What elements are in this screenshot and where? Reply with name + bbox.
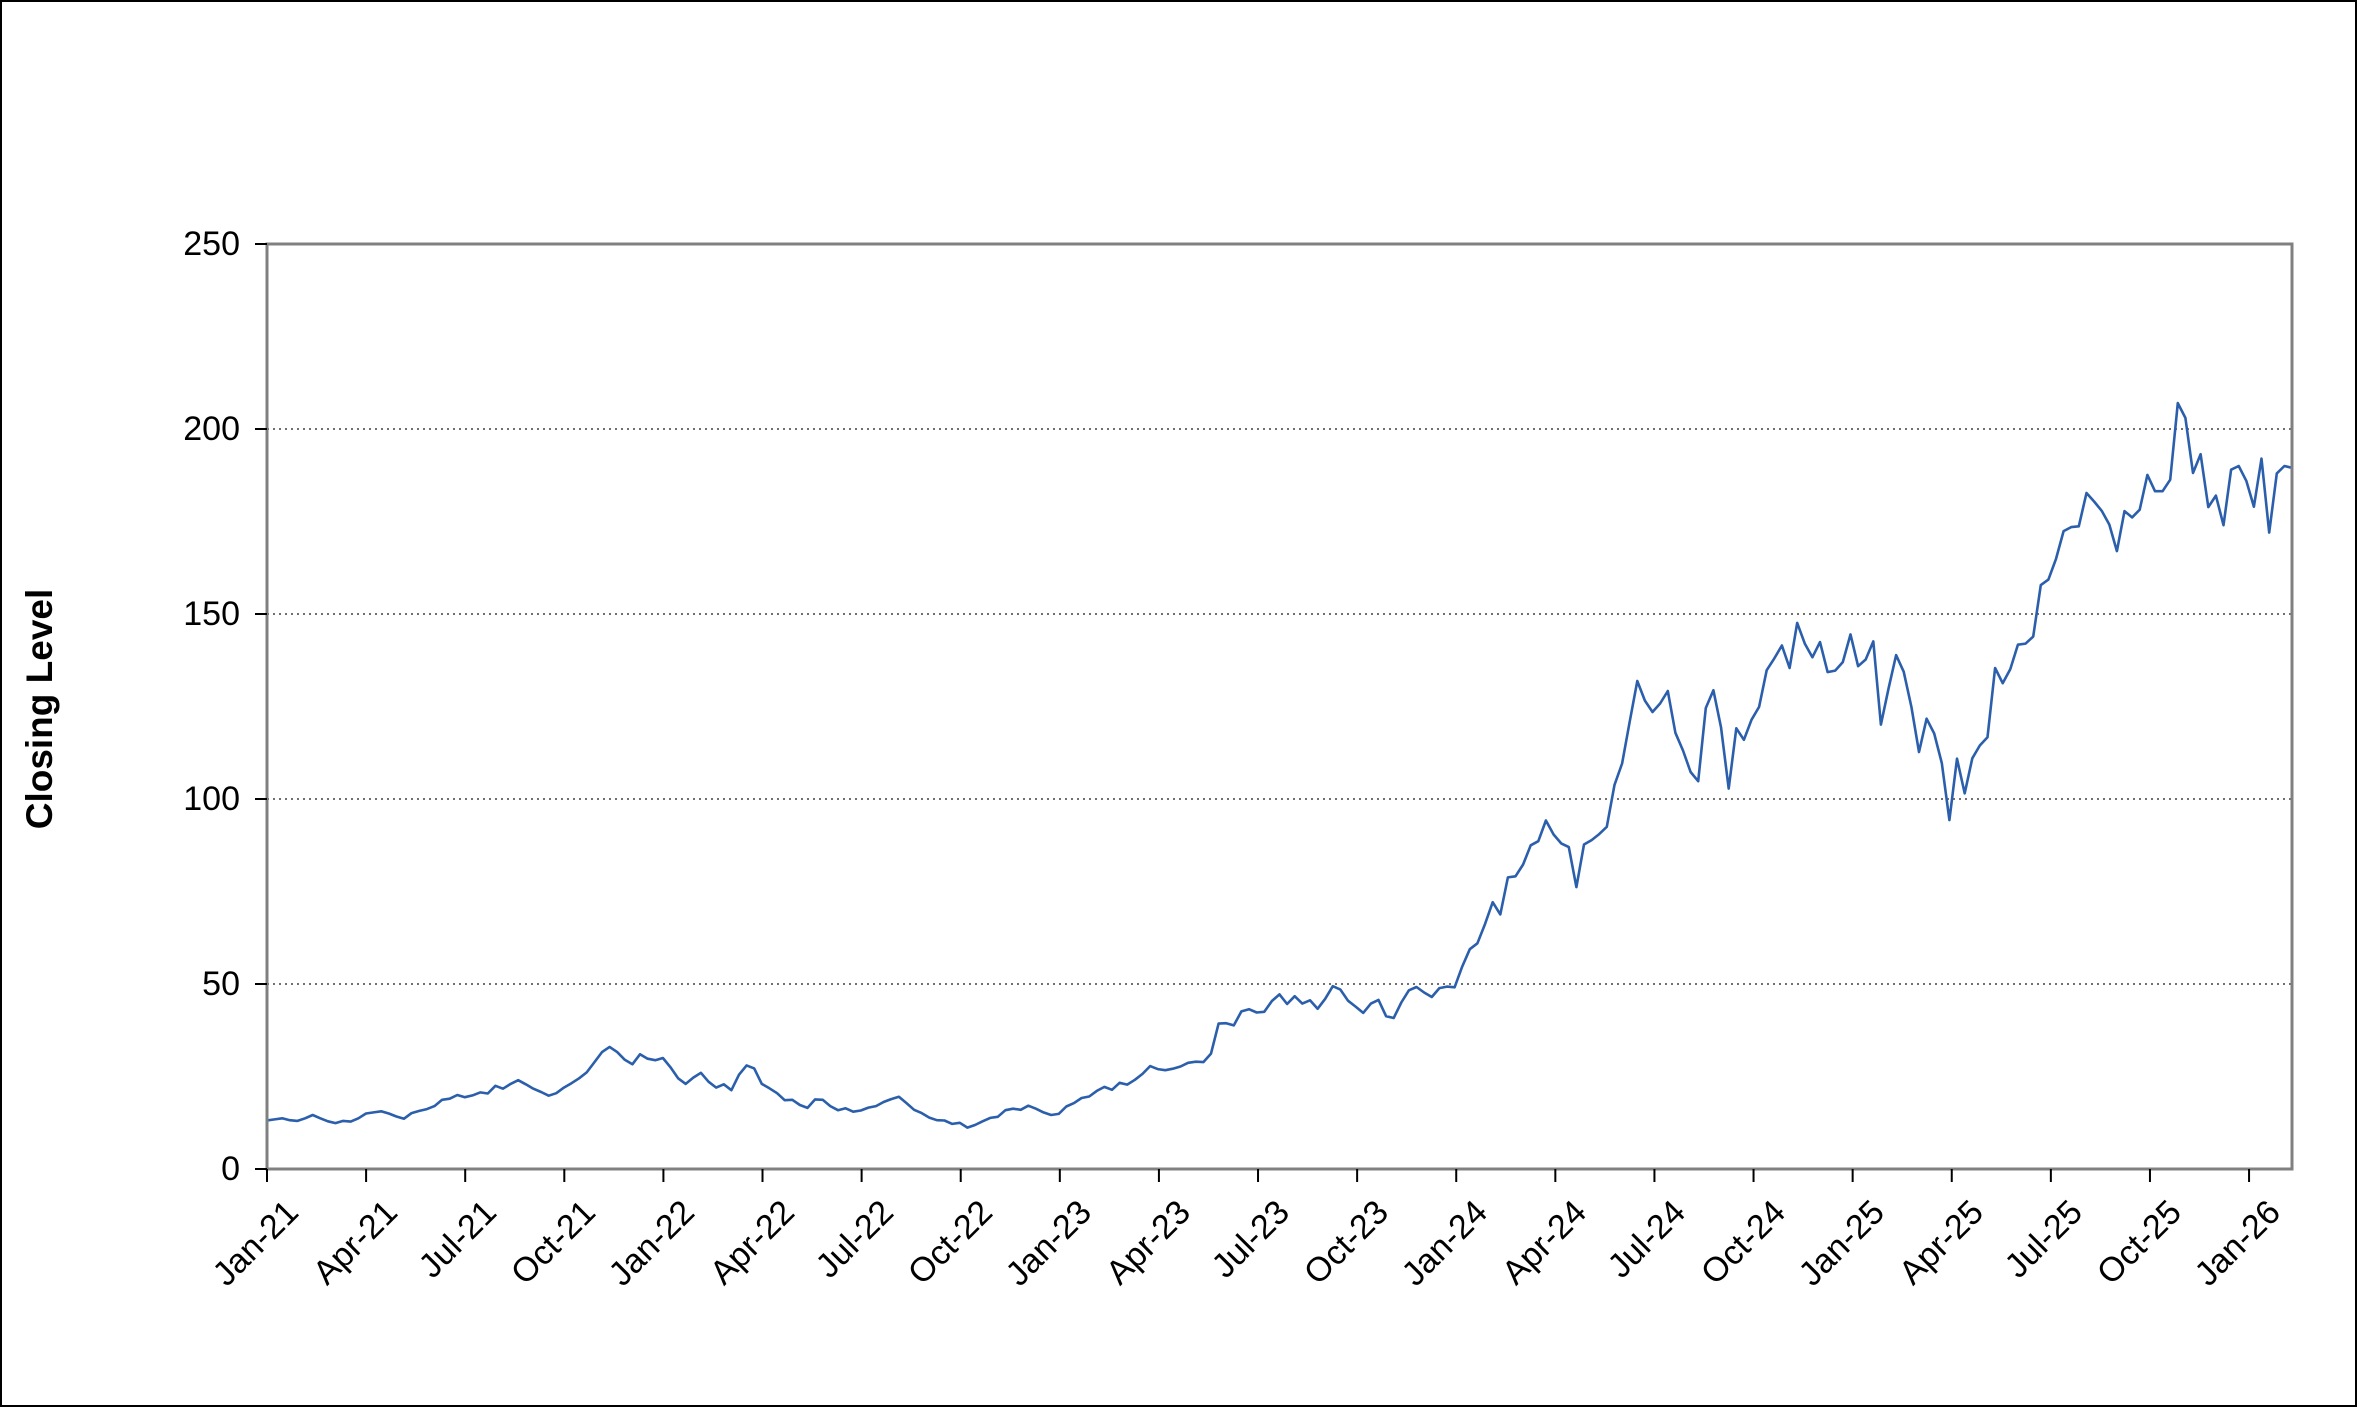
y-tick-label-250: 250 (183, 225, 240, 263)
y-tick-label-0: 0 (221, 1150, 240, 1188)
plot-area-frame (265, 242, 2294, 1171)
y-tick-label-100: 100 (183, 780, 240, 818)
series-line-closing-level (267, 401, 2292, 1129)
axis-tick-marks (255, 243, 2251, 1182)
y-tick-label-200: 200 (183, 410, 240, 448)
horizontal-gridlines (267, 428, 2292, 985)
y-tick-label-50: 50 (202, 965, 240, 1003)
y-tick-label-150: 150 (183, 595, 240, 633)
